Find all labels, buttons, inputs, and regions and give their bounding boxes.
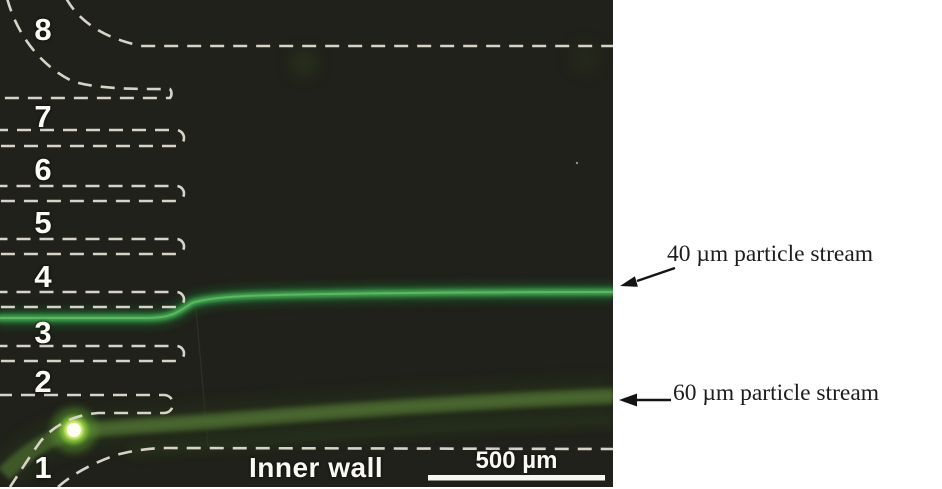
outlet-8-7-divider	[0, 0, 173, 100]
arrow-pointing-left-icon	[619, 393, 671, 407]
arrow-pointing-down-left-icon	[620, 266, 676, 287]
channel-outlines	[0, 0, 613, 487]
channel-label-3: 3	[34, 315, 52, 350]
channel-label-1: 1	[34, 450, 52, 485]
dust-speck	[575, 161, 579, 165]
scale-bar-label: 500 µm	[475, 447, 558, 474]
channel-label-8: 8	[34, 12, 52, 47]
stream-40um-glow	[0, 282, 613, 328]
stream-40um-annotation: 40 µm particle stream	[667, 241, 874, 267]
faint-smudge	[569, 42, 601, 74]
outlet-6-5-divider	[0, 184, 186, 203]
inner-wall-label: Inner wall	[249, 452, 384, 483]
channel-label-5: 5	[34, 205, 52, 240]
faint-smudge	[290, 49, 318, 77]
outlet-5-4-divider	[0, 237, 186, 256]
outlet-4-3-divider	[0, 290, 186, 309]
scale-bar	[428, 475, 605, 481]
bright-particle	[51, 407, 97, 453]
outer-wall-outline	[65, 0, 613, 48]
outlet-3-2-divider	[0, 344, 186, 363]
channel-label-2: 2	[34, 364, 52, 399]
stream-60um-annotation: 60 µm particle stream	[673, 380, 880, 406]
channel-label-4: 4	[34, 259, 52, 294]
micrograph-panel: 8 7 6 5 4 3 2 1 Inner wall 500 µm	[0, 0, 613, 487]
outlet-2-1-divider	[0, 393, 175, 487]
outlet-7-6-divider	[0, 128, 186, 148]
micrograph-structure-svg	[0, 0, 613, 487]
channel-label-6: 6	[34, 152, 52, 187]
channel-label-7: 7	[34, 99, 52, 134]
